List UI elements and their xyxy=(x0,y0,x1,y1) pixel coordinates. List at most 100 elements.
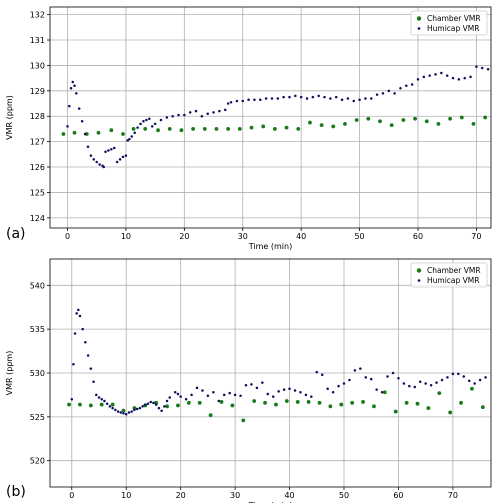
legend-entry: Humicap VMR xyxy=(427,24,479,33)
data-point xyxy=(288,387,291,391)
data-point xyxy=(457,372,460,376)
data-point xyxy=(354,118,359,122)
data-point xyxy=(156,128,160,133)
data-point xyxy=(415,401,420,406)
data-point xyxy=(266,392,270,396)
data-point xyxy=(214,127,219,131)
data-point xyxy=(69,87,73,90)
data-point xyxy=(486,67,490,71)
data-point xyxy=(200,114,204,118)
data-point xyxy=(190,393,193,397)
data-point xyxy=(405,84,408,87)
data-point xyxy=(263,400,267,405)
data-point xyxy=(141,405,144,408)
data-point xyxy=(328,404,333,409)
data-point xyxy=(226,102,230,105)
data-point xyxy=(253,98,256,101)
legend-marker xyxy=(417,27,421,30)
data-point xyxy=(103,399,106,403)
data-point xyxy=(168,396,172,399)
data-point xyxy=(183,113,186,117)
data-point xyxy=(83,132,87,136)
data-point xyxy=(480,66,484,70)
y-tick-label: 126 xyxy=(30,163,45,172)
data-point xyxy=(317,94,320,98)
data-point xyxy=(375,93,379,96)
data-point xyxy=(138,406,142,410)
series-0 xyxy=(61,115,488,136)
data-point xyxy=(165,116,169,119)
data-point xyxy=(422,75,426,79)
data-point xyxy=(437,391,442,396)
series-0 xyxy=(67,386,485,423)
x-tick-label: 10 xyxy=(121,491,131,500)
data-point xyxy=(393,92,396,95)
data-point xyxy=(315,370,319,374)
y-tick-label: 540 xyxy=(30,281,45,290)
data-point xyxy=(102,165,105,169)
data-point xyxy=(217,399,221,403)
data-point xyxy=(133,131,136,134)
chart-panel-b: 0 10 20 30 40 50 60 70 520 525 530 535 540 Time (min)… xyxy=(5,258,492,503)
data-point xyxy=(340,98,344,101)
data-point xyxy=(70,398,74,401)
data-point xyxy=(124,154,128,157)
data-point xyxy=(114,408,117,412)
data-point xyxy=(84,341,87,344)
x-tick-label: 50 xyxy=(354,232,364,241)
data-point xyxy=(261,381,264,384)
data-point xyxy=(186,400,191,405)
chart-panel-a: 0 10 20 30 40 50 60 70 124 125 126 127 128 129 130 131 1… xyxy=(5,6,492,251)
data-point xyxy=(173,391,177,394)
legend-entry: Chamber VMR xyxy=(427,14,481,23)
data-point xyxy=(320,373,324,376)
data-point xyxy=(96,130,101,135)
data-point xyxy=(126,139,129,142)
data-point xyxy=(364,376,368,379)
data-point xyxy=(276,97,280,100)
data-point xyxy=(226,127,231,131)
data-point xyxy=(212,111,215,114)
data-point xyxy=(222,393,226,397)
data-point xyxy=(81,327,84,331)
data-point xyxy=(369,377,373,381)
y-tick-label: 125 xyxy=(30,188,45,197)
data-point xyxy=(208,413,213,417)
data-point xyxy=(305,97,309,100)
y-tick-label: 128 xyxy=(30,112,45,121)
data-point xyxy=(261,124,266,129)
data-point xyxy=(343,121,347,126)
x-tick-label: 70 xyxy=(448,491,458,500)
data-point xyxy=(143,127,148,131)
data-point xyxy=(475,65,478,68)
data-point xyxy=(241,418,246,423)
data-point xyxy=(389,123,394,128)
data-point xyxy=(75,312,78,315)
data-point xyxy=(331,391,335,394)
data-point xyxy=(448,116,453,121)
x-axis-label: Time (min) xyxy=(248,242,292,251)
data-point xyxy=(282,95,285,99)
legend-entry: Humicap VMR xyxy=(427,276,479,285)
data-point xyxy=(359,367,362,370)
data-point xyxy=(440,71,443,75)
data-point xyxy=(218,109,221,113)
data-point xyxy=(241,99,244,103)
x-tick-label: 30 xyxy=(238,232,248,241)
data-point xyxy=(277,390,280,393)
data-point xyxy=(306,400,311,404)
data-point xyxy=(483,115,488,120)
data-point xyxy=(130,135,134,138)
data-point xyxy=(179,128,184,133)
data-point xyxy=(428,74,431,77)
data-point xyxy=(109,128,114,133)
data-point xyxy=(201,389,204,392)
data-point xyxy=(206,112,209,115)
data-point xyxy=(252,399,257,403)
data-point xyxy=(71,80,75,84)
data-point xyxy=(329,97,332,100)
data-point xyxy=(95,393,98,397)
data-point xyxy=(86,354,90,357)
data-point xyxy=(463,76,466,80)
